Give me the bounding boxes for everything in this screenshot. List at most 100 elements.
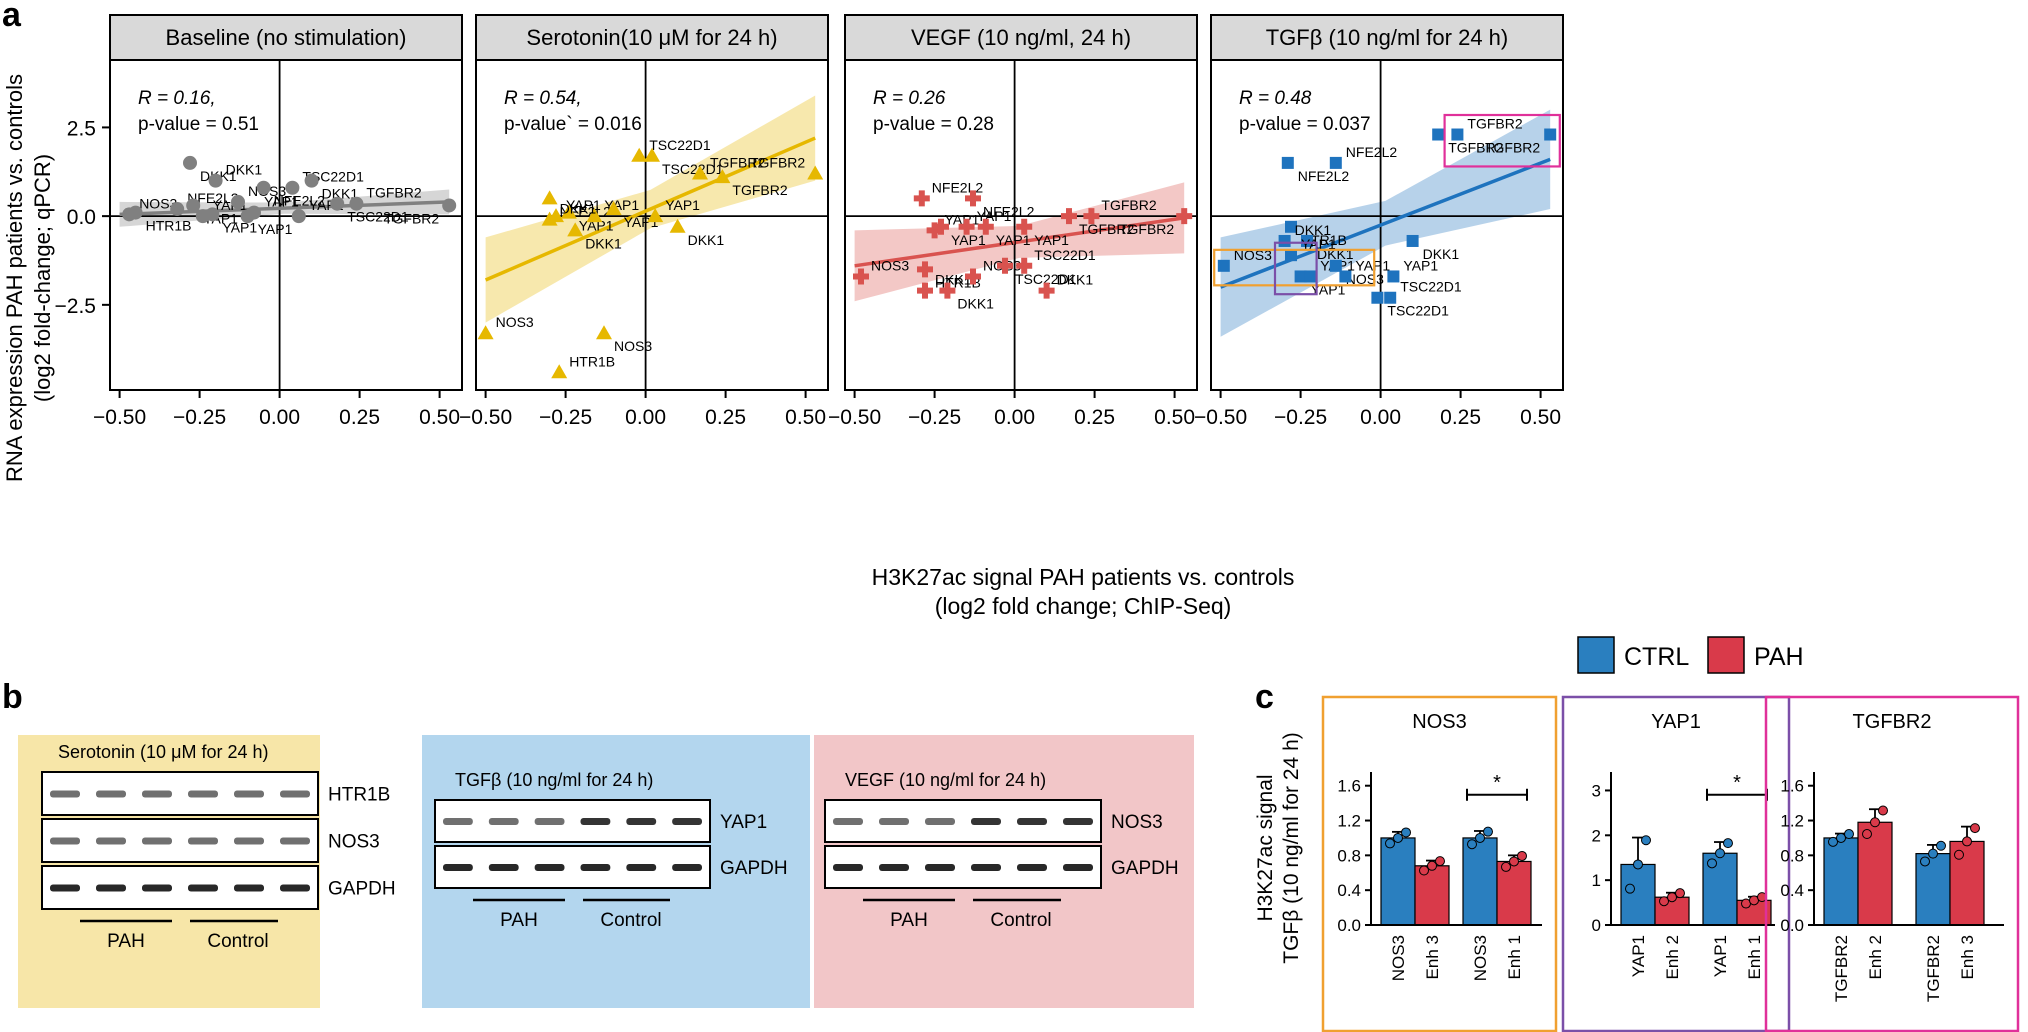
point-label: DKK1: [1423, 246, 1460, 262]
data-point: [442, 198, 457, 213]
data-point: [965, 268, 981, 285]
y-tick-label: 0.0: [67, 206, 96, 229]
blot-title: Serotonin (10 μM for 24 h): [58, 742, 268, 762]
scatter-ylabel-line2: (log2 fold-change; qPCR): [30, 154, 55, 402]
x-tick-label: 0.00: [625, 406, 666, 429]
data-point: [304, 173, 319, 188]
panel-label-c: c: [1255, 678, 1274, 716]
data-point: [551, 364, 568, 379]
blot-band: [280, 837, 310, 845]
data-point: [1387, 270, 1400, 283]
replicate-dot: [1828, 836, 1838, 847]
x-tick-label: 0.25: [339, 406, 380, 429]
plot-area: [109, 59, 463, 391]
legend-ctrl-label: CTRL: [1624, 643, 1689, 671]
blot-band: [971, 864, 1001, 871]
bar-panel-nos3: NOS3 1.6 1.2 0.8 0.4 0.0 NOS3 Enh 3 NOS3 Enh 1 *: [1321, 695, 1558, 1032]
blot-box: [434, 799, 711, 843]
point-label: YAP1: [258, 221, 293, 237]
bar-x-label: Enh 2: [1866, 935, 1885, 979]
blot-panel-2: TGFβ (10 ng/ml for 24 h) YAP1 GAPDH PAH Cont…: [422, 735, 810, 1008]
data-point: [170, 202, 185, 217]
bar-ctrl: [1823, 837, 1859, 926]
bar-ctrl: [1380, 837, 1416, 926]
replicate-dot: [1625, 883, 1635, 894]
panel-label-b: b: [2, 678, 23, 716]
highlight-box-nos3: [1213, 248, 1376, 287]
legend-pah-swatch: [1707, 636, 1745, 674]
scatter-panel-serotonin: Serotonin(10 μM for 24 h) R = 0.54, p-valu…: [459, 14, 829, 429]
blot-band: [188, 837, 218, 845]
point-label: YAP1: [1034, 232, 1069, 248]
replicate-dot: [1954, 849, 1964, 860]
point-label: TSC22D1: [347, 209, 409, 225]
highlight-box-yap1: [1273, 241, 1318, 296]
blot-band: [626, 864, 657, 871]
data-point: [1406, 234, 1419, 247]
panel-header: [475, 14, 829, 61]
highlight-box-tgfbr2: [1443, 113, 1561, 168]
data-point: [913, 190, 930, 207]
panel-header: [109, 14, 463, 61]
stat-p: p-value = 0.28: [873, 114, 994, 135]
blot-band: [879, 818, 909, 825]
blot-band-label: NOS3: [328, 832, 380, 853]
blot-title: VEGF (10 ng/ml for 24 h): [845, 770, 1046, 790]
data-point: [997, 257, 1013, 274]
data-point: [977, 218, 994, 235]
replicate-dot: [1723, 838, 1733, 849]
blot-box: [824, 845, 1102, 889]
bar-ctrl: [1915, 853, 1951, 926]
blot-band: [672, 818, 702, 825]
blot-band: [672, 864, 702, 871]
blot-band: [1063, 864, 1093, 871]
x-tick-label: 0.25: [705, 406, 746, 429]
blot-band-label: NOS3: [1111, 812, 1163, 833]
western-blot-panels: Serotonin (10 μM for 24 h) HTR1B NOS3 GAPDH…: [18, 735, 1194, 1008]
panel-title: Baseline (no stimulation): [166, 25, 407, 50]
point-label: YAP1: [1301, 236, 1336, 252]
replicate-dot: [1878, 805, 1888, 816]
data-point: [1432, 128, 1445, 141]
point-label: TGFBR2: [732, 182, 787, 198]
blot-band: [142, 837, 172, 845]
bar-panel-frame: [1561, 695, 1791, 1032]
data-point: [1217, 259, 1230, 272]
point-label: TSC22D1: [649, 137, 711, 153]
bar-pah: [1857, 821, 1893, 926]
replicate-dot: [1427, 860, 1437, 871]
bar-pah: [1496, 860, 1532, 926]
blot-box: [41, 818, 319, 863]
replicate-dot: [1633, 859, 1643, 870]
scatter-panel-vegf: VEGF (10 ng/ml, 24 h) R = 0.26 p-value = 0…: [828, 14, 1198, 429]
data-point: [1329, 156, 1342, 169]
point-label: NFE2L2: [1346, 144, 1398, 160]
data-point: [807, 165, 824, 180]
replicate-dot: [1920, 856, 1930, 867]
point-label: DKK1: [322, 186, 359, 202]
point-label: TGFBR2: [710, 155, 765, 171]
point-label: DKK1: [688, 232, 725, 248]
point-label: TSC22D1: [1400, 279, 1462, 295]
panel-title: VEGF (10 ng/ml, 24 h): [911, 25, 1131, 50]
blot-band: [580, 864, 611, 871]
data-point: [644, 147, 660, 162]
blot-band: [833, 818, 863, 825]
x-tick-label: 0.25: [1074, 406, 1115, 429]
replicate-dot: [1936, 840, 1946, 851]
blot-band: [626, 818, 657, 825]
bar-panel-tgfbr2: TGFBR2 1.6 1.2 0.8 0.4 0.0 TGFBR2 Enh 2 TGFBR2 En…: [1764, 695, 2020, 1032]
blot-title: TGFβ (10 ng/ml for 24 h): [455, 770, 653, 790]
blot-band: [96, 837, 126, 845]
point-label: TGFBR2: [384, 210, 439, 226]
point-label: DKK1: [957, 296, 994, 312]
point-label: TGFBR2: [750, 155, 805, 171]
bar-legend: CTRL PAH: [1577, 636, 1804, 674]
blot-band: [142, 884, 172, 892]
replicate-dot: [1509, 856, 1519, 867]
point-label: TSC22D1: [1015, 271, 1077, 287]
replicate-dot: [1435, 856, 1445, 867]
legend-pah-label: PAH: [1754, 643, 1804, 671]
data-point: [669, 218, 686, 233]
